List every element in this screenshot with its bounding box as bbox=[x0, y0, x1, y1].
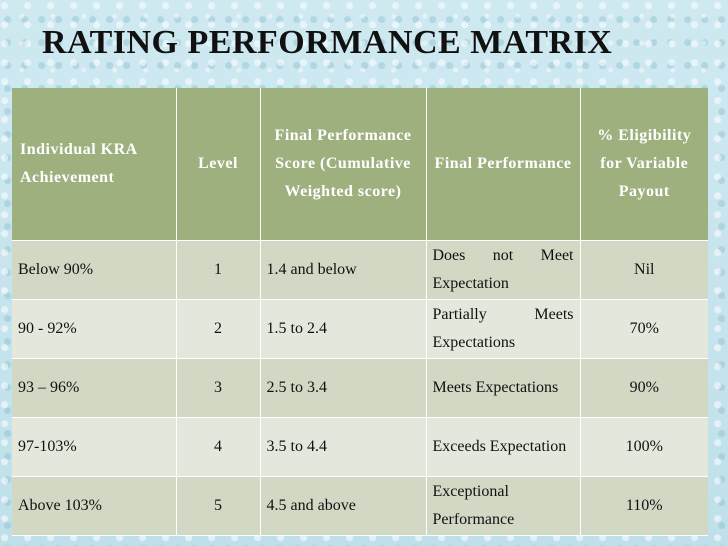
cell-level: 4 bbox=[176, 417, 261, 477]
cell-kra: Below 90% bbox=[12, 240, 177, 300]
cell-payout: 100% bbox=[580, 417, 708, 477]
table-row: Above 103% 5 4.5 and above Exceptional P… bbox=[12, 476, 708, 536]
cell-score: 4.5 and above bbox=[260, 476, 427, 536]
cell-performance: Partially Meets Expectations bbox=[426, 299, 581, 359]
cell-score: 3.5 to 4.4 bbox=[260, 417, 427, 477]
table-row: 90 - 92% 2 1.5 to 2.4 Partially Meets Ex… bbox=[12, 299, 708, 359]
table-row: 93 – 96% 3 2.5 to 3.4 Meets Expectations… bbox=[12, 358, 708, 418]
cell-kra: 93 – 96% bbox=[12, 358, 177, 418]
performance-matrix-table: Individual KRA Achievement Level Final P… bbox=[12, 88, 708, 536]
table-header-row: Individual KRA Achievement Level Final P… bbox=[12, 88, 708, 241]
cell-score: 2.5 to 3.4 bbox=[260, 358, 427, 418]
cell-kra: Above 103% bbox=[12, 476, 177, 536]
cell-performance: Does not Meet Expectation bbox=[426, 240, 581, 300]
header-payout-eligibility: % Eligibility for Variable Payout bbox=[580, 88, 708, 241]
header-level: Level bbox=[176, 88, 261, 241]
cell-performance: Exceptional Performance bbox=[426, 476, 581, 536]
page-title: RATING PERFORMANCE MATRIX bbox=[42, 24, 613, 61]
cell-level: 3 bbox=[176, 358, 261, 418]
cell-score: 1.4 and below bbox=[260, 240, 427, 300]
table-row: 97-103% 4 3.5 to 4.4 Exceeds Expectation… bbox=[12, 417, 708, 477]
cell-kra: 90 - 92% bbox=[12, 299, 177, 359]
header-final-performance: Final Performance bbox=[426, 88, 581, 241]
cell-payout: 70% bbox=[580, 299, 708, 359]
cell-score: 1.5 to 2.4 bbox=[260, 299, 427, 359]
header-final-performance-score: Final Performance Score (Cumulative Weig… bbox=[260, 88, 427, 241]
cell-level: 5 bbox=[176, 476, 261, 536]
cell-performance: Meets Expectations bbox=[426, 358, 581, 418]
cell-kra: 97-103% bbox=[12, 417, 177, 477]
cell-performance: Exceeds Expectation bbox=[426, 417, 581, 477]
table-row: Below 90% 1 1.4 and below Does not Meet … bbox=[12, 240, 708, 300]
cell-payout: 110% bbox=[580, 476, 708, 536]
cell-level: 1 bbox=[176, 240, 261, 300]
cell-payout: 90% bbox=[580, 358, 708, 418]
header-kra-achievement: Individual KRA Achievement bbox=[12, 88, 177, 241]
cell-level: 2 bbox=[176, 299, 261, 359]
cell-payout: Nil bbox=[580, 240, 708, 300]
